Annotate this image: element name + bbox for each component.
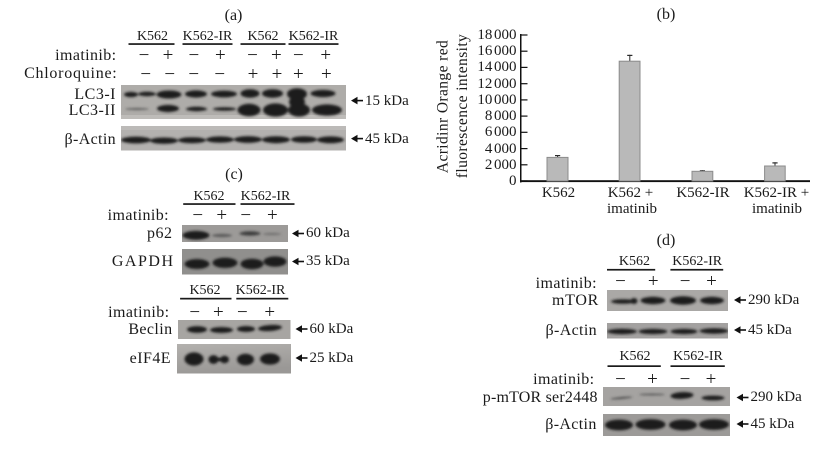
svg-text:fluorescence intensity: fluorescence intensity [454,34,471,178]
svg-text:Acridinr Orange red: Acridinr Orange red [435,40,452,173]
